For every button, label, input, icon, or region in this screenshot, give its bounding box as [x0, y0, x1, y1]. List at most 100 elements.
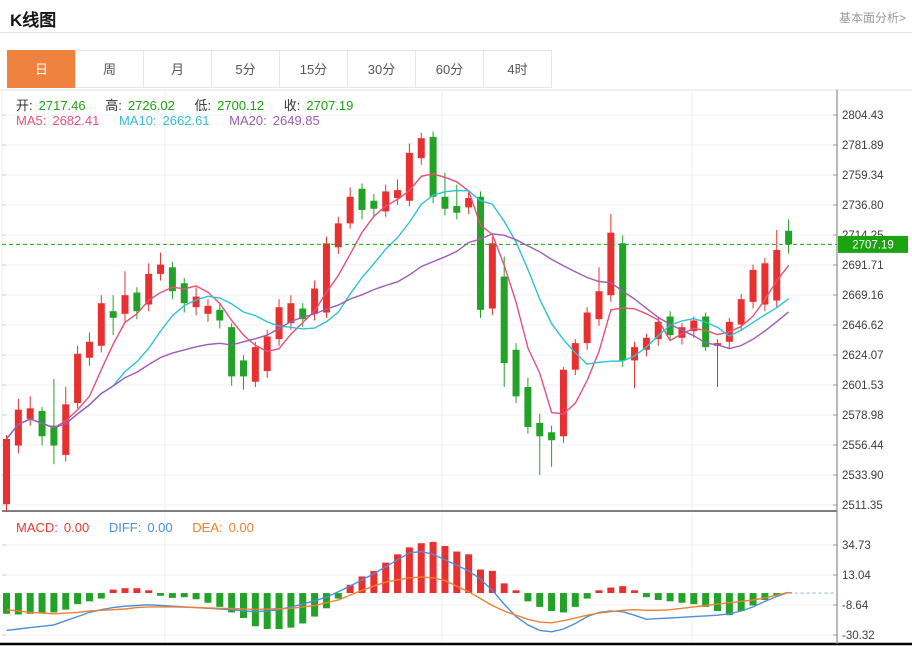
macd-bar	[322, 593, 330, 609]
candle	[14, 409, 22, 446]
svg-text:2511.35: 2511.35	[842, 500, 883, 512]
svg-text:2533.90: 2533.90	[842, 470, 884, 482]
svg-text:-8.64: -8.64	[842, 600, 869, 612]
macd-bar	[642, 593, 650, 598]
candle	[133, 292, 141, 312]
candle	[204, 305, 212, 314]
ma20-value: 2649.85	[272, 113, 320, 128]
candle	[251, 347, 259, 382]
tab-week[interactable]: 周	[75, 50, 144, 88]
tab-5min[interactable]: 5分	[211, 50, 280, 88]
candle	[145, 273, 153, 305]
tab-month[interactable]: 月	[143, 50, 212, 88]
candle	[737, 299, 745, 325]
candle	[761, 263, 769, 305]
current-price-value: 2707.19	[852, 239, 894, 251]
candle	[500, 276, 508, 364]
current-price-badge	[838, 235, 908, 253]
svg-text:2556.44: 2556.44	[842, 440, 884, 452]
svg-text:13.04: 13.04	[842, 570, 871, 582]
candle	[417, 138, 425, 159]
svg-text:2624.07: 2624.07	[842, 350, 884, 362]
diff-label: DIFF:	[108, 520, 142, 535]
macd-bar	[619, 586, 627, 594]
candle	[216, 309, 224, 321]
tab-30min[interactable]: 30分	[347, 50, 416, 88]
candle	[346, 196, 354, 224]
svg-text:2781.89: 2781.89	[842, 140, 884, 152]
macd-bar	[524, 593, 532, 602]
macd-bar	[761, 593, 769, 600]
ma10-line	[5, 189, 790, 440]
macd-label: MACD:	[16, 520, 58, 535]
candle	[394, 190, 402, 199]
candle	[559, 369, 567, 437]
svg-text:2669.16: 2669.16	[842, 290, 884, 302]
candle	[50, 425, 58, 446]
candle	[311, 288, 319, 314]
tab-day[interactable]: 日	[7, 50, 76, 88]
candle	[299, 308, 307, 320]
macd-bar	[441, 546, 449, 594]
fundamental-analysis-link[interactable]: 基本面分析>	[838, 11, 906, 25]
macd-bar	[488, 570, 496, 594]
macd-bar	[180, 593, 188, 598]
dea-value: 0.00	[228, 520, 254, 535]
candle	[429, 136, 437, 197]
candle	[405, 152, 413, 201]
macd-bar	[607, 587, 615, 594]
macd-bar	[228, 593, 236, 613]
current-price-marker: 2707.19	[2, 235, 908, 253]
macd-lines-layer	[6, 550, 836, 633]
tab-4hour[interactable]: 4时	[483, 50, 552, 88]
candle	[642, 337, 650, 350]
macd-bar	[453, 551, 461, 594]
macd-bar	[583, 593, 591, 599]
macd-bar	[334, 593, 342, 599]
svg-text:2646.62: 2646.62	[842, 320, 884, 332]
macd-bar	[571, 593, 579, 607]
candle	[548, 432, 556, 441]
open-label: 开:	[16, 98, 33, 113]
svg-text:34.73: 34.73	[842, 540, 871, 552]
ma20-line	[5, 233, 790, 440]
macd-bar	[429, 541, 437, 594]
dea-label: DEA:	[192, 520, 223, 535]
ma10-label: MA10:	[118, 113, 157, 128]
candle	[74, 353, 82, 404]
macd-bar	[394, 554, 402, 594]
macd-bar	[204, 593, 212, 603]
macd-bar	[26, 593, 34, 614]
diff-line	[6, 550, 789, 633]
macd-bar	[702, 593, 710, 607]
macd-bar	[216, 593, 224, 607]
macd-bar	[275, 593, 283, 630]
macd-bar	[370, 570, 378, 594]
candle	[773, 249, 781, 301]
macd-bar	[157, 593, 165, 596]
panel-borders	[0, 89, 912, 646]
low-label: 低:	[194, 98, 212, 113]
macd-bar	[14, 593, 22, 615]
macd-bar	[690, 593, 698, 605]
ma5-label: MA5:	[16, 113, 47, 128]
macd-bar	[109, 589, 117, 594]
tab-15min[interactable]: 15分	[279, 50, 348, 88]
tab-60min[interactable]: 60分	[415, 50, 484, 88]
candle	[607, 232, 615, 296]
macd-bar	[465, 554, 473, 594]
close-value: 2707.19	[306, 98, 354, 113]
svg-text:-30.32: -30.32	[842, 630, 875, 642]
candle	[512, 349, 520, 397]
candle	[334, 223, 342, 248]
candle	[488, 243, 496, 309]
macd-bar	[346, 584, 354, 594]
macd-bar	[559, 593, 567, 613]
candle	[619, 243, 627, 361]
macd-histogram-layer	[3, 541, 793, 630]
price-axis: 2804.432781.892759.342736.802714.252691.…	[2, 110, 884, 642]
candle	[453, 206, 461, 213]
macd-bar	[654, 593, 662, 600]
